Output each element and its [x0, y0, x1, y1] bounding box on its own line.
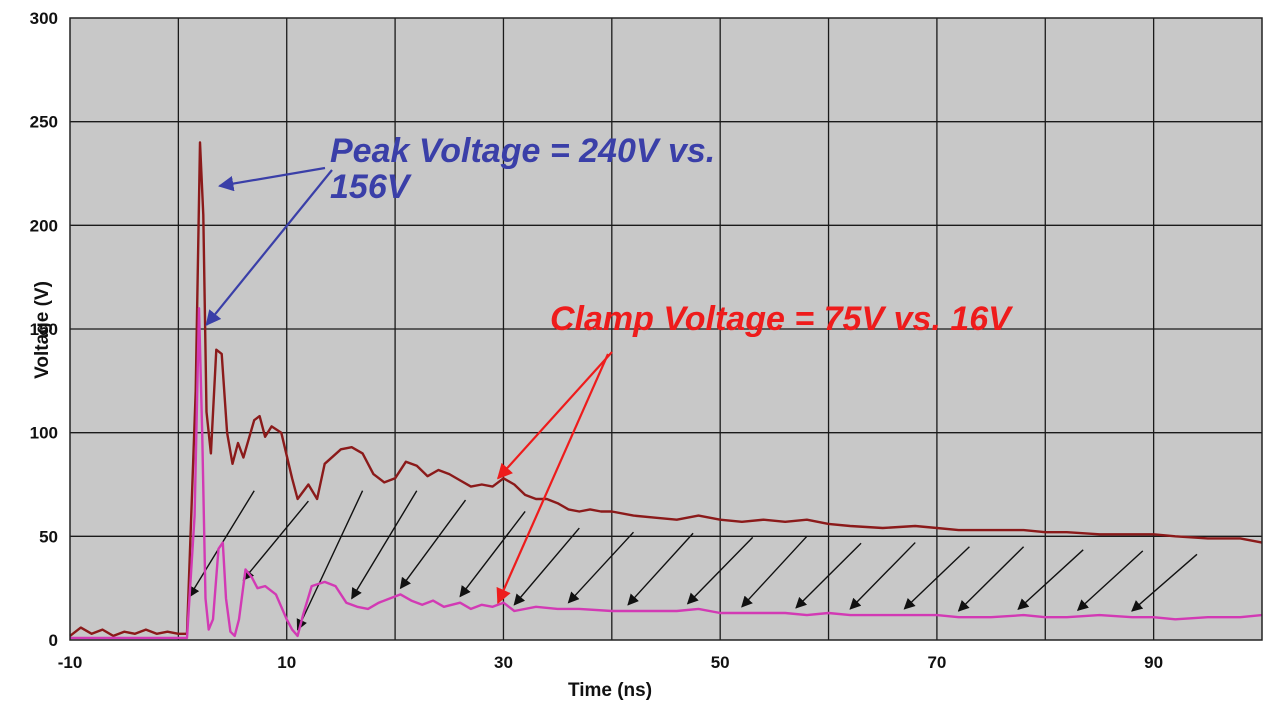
decay-arrow — [957, 546, 1025, 612]
series-group — [69, 141, 1263, 640]
annotation-arrows — [205, 166, 613, 605]
decay-arrow — [795, 542, 862, 609]
decay-arrow — [513, 527, 580, 606]
decay-arrow — [351, 490, 418, 600]
decay-arrows — [188, 490, 1198, 631]
decay-arrow — [741, 535, 808, 608]
decay-arrow — [849, 542, 916, 610]
x-axis-label: Time (ns) — [568, 680, 652, 701]
y-axis-label: Voltage (V) — [32, 281, 53, 379]
decay-arrow — [399, 499, 467, 590]
clamp-annotation: Clamp Voltage = 75V vs. 16V — [550, 300, 1014, 338]
y-tick-label: 250 — [30, 113, 58, 132]
decay-arrow — [686, 536, 754, 605]
decay-arrow — [1017, 549, 1084, 611]
x-tick-label: -10 — [58, 653, 83, 672]
clamp-arrow-upper — [497, 351, 613, 480]
series-line-1 — [69, 141, 1263, 638]
y-tick-labels: 0 50 100 150 200 250 300 — [30, 9, 58, 650]
decay-arrow — [1131, 553, 1198, 612]
peak-arrow-upper — [218, 166, 326, 192]
x-tick-labels: -10 10 30 50 70 90 — [58, 653, 1163, 672]
series-line-2 — [70, 307, 1263, 640]
y-tick-label: 100 — [30, 424, 58, 443]
decay-arrow — [459, 511, 526, 598]
decay-arrow — [903, 546, 970, 610]
decay-arrow — [1076, 550, 1144, 612]
decay-arrow — [567, 531, 635, 604]
peak-arrow-lower — [205, 169, 333, 327]
grid-lines — [70, 18, 1262, 640]
y-tick-label: 300 — [30, 9, 58, 28]
y-tick-label: 0 — [49, 631, 58, 650]
decay-arrow — [242, 500, 309, 581]
decay-arrow — [296, 490, 364, 631]
x-tick-label: 90 — [1144, 653, 1163, 672]
clamp-arrow-lower — [496, 353, 610, 605]
x-tick-label: 10 — [277, 653, 296, 672]
plot-frame — [69, 17, 1263, 641]
y-tick-label: 200 — [30, 216, 58, 235]
x-tick-label: 30 — [494, 653, 513, 672]
y-tick-label: 50 — [39, 527, 58, 546]
decay-arrow — [627, 532, 694, 606]
peak-annotation-line2: 156V — [330, 168, 413, 206]
x-tick-label: 50 — [711, 653, 730, 672]
peak-annotation-line1: Peak Voltage = 240V vs. — [330, 132, 715, 170]
y-tick-label: 150 — [30, 320, 58, 339]
x-tick-label: 70 — [927, 653, 946, 672]
